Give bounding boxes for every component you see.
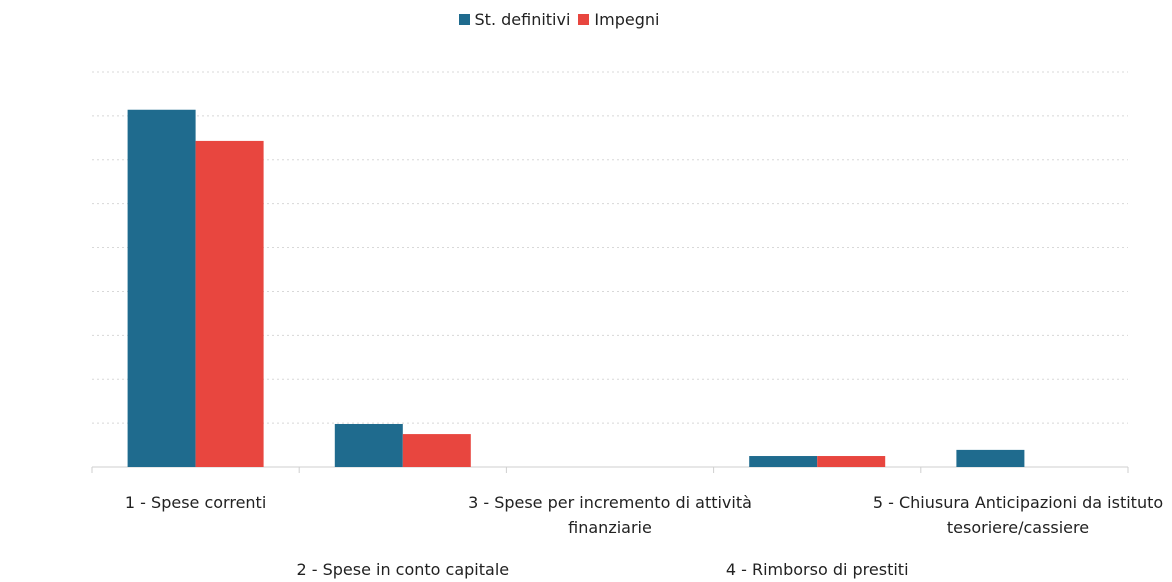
bar — [127, 109, 196, 467]
legend-label: Impegni — [594, 10, 660, 29]
bar — [334, 423, 403, 467]
x-tick-label: 3 - Spese per incremento di attività fin… — [468, 493, 752, 537]
legend-label: St. definitivi — [474, 10, 571, 29]
x-tick-label: 1 - Spese correnti — [124, 493, 267, 512]
bar — [402, 434, 471, 467]
legend: St. definitivi Impegni — [0, 10, 1110, 29]
x-tick-label: 2 - Spese in conto capitale — [296, 560, 510, 579]
bar — [956, 449, 1025, 467]
legend-swatch — [578, 14, 590, 25]
legend-swatch — [458, 14, 470, 25]
x-tick-label: 4 - Rimborso di prestiti — [725, 560, 909, 579]
x-tick-label: 5 - Chiusura Anticipazioni da istituto t… — [872, 493, 1164, 537]
bar — [817, 456, 886, 467]
bar — [195, 140, 264, 467]
bar — [749, 456, 818, 467]
